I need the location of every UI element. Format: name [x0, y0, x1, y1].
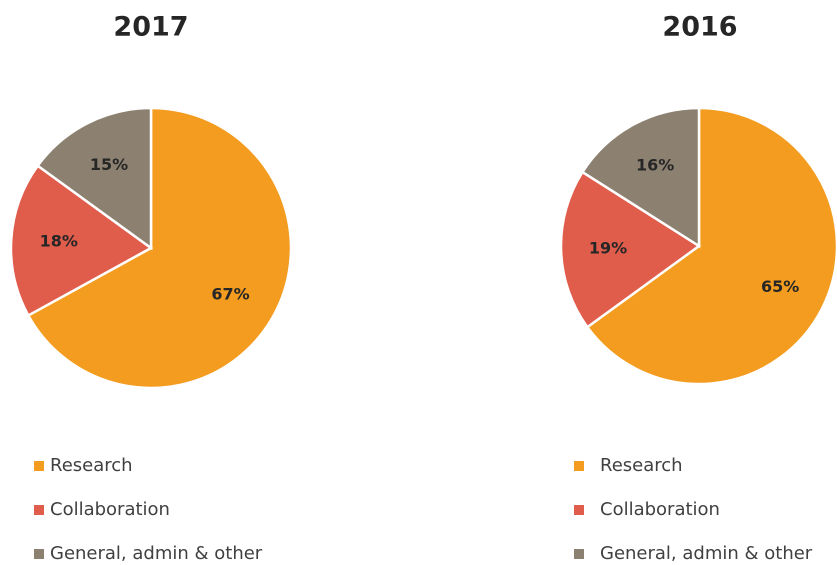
pie-slice: [35, 106, 153, 251]
pie-slice: [26, 106, 293, 390]
legend-swatch: [34, 549, 44, 559]
data-label: 16%: [636, 156, 674, 175]
legend-label: Collaboration: [50, 499, 170, 520]
pie-slice: [559, 170, 702, 329]
legend-swatch: [34, 461, 44, 471]
chart-title: 2016: [662, 12, 737, 43]
data-label: 15%: [90, 155, 128, 174]
data-label: 67%: [211, 285, 249, 304]
legend-label: General, admin & other: [600, 543, 813, 564]
chart-title: 2017: [113, 12, 188, 43]
data-label: 19%: [589, 238, 627, 257]
data-label: 18%: [40, 232, 78, 251]
pie-slice: [585, 106, 837, 386]
pie-slice: [580, 106, 701, 249]
legend-label: General, admin & other: [50, 543, 263, 564]
data-label: 65%: [761, 277, 799, 296]
legend-swatch: [34, 505, 44, 515]
legend-label: Research: [600, 455, 683, 476]
legend-swatch: [574, 549, 584, 559]
legend-label: Collaboration: [600, 499, 720, 520]
legend-label: Research: [50, 455, 133, 476]
legend-swatch: [574, 461, 584, 471]
pie-slice: [9, 163, 154, 318]
legend-swatch: [574, 505, 584, 515]
